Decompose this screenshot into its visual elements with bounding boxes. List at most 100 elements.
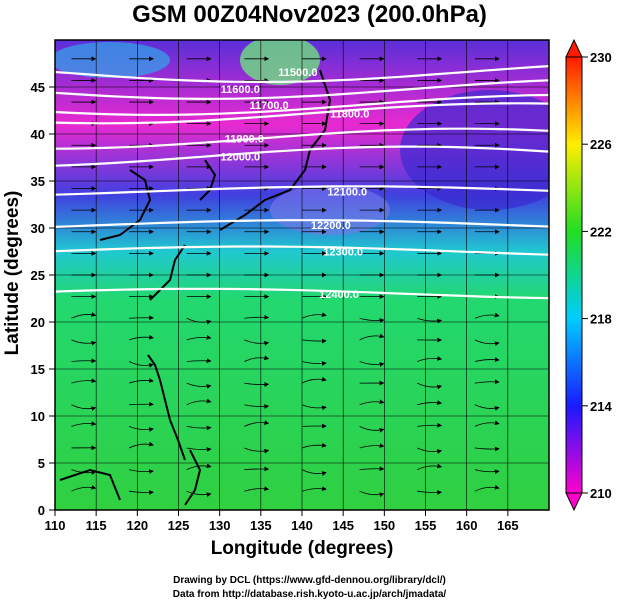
colorbar-tick-label: 218 <box>590 312 612 327</box>
streamline-arrow <box>128 334 154 341</box>
x-tick-label: 155 <box>415 518 437 533</box>
y-tick-label: 45 <box>31 80 45 95</box>
streamline-arrow <box>128 425 154 432</box>
streamline-arrow <box>417 490 443 495</box>
colorbar-tick-label: 230 <box>590 50 612 65</box>
x-tick-label: 165 <box>497 518 519 533</box>
streamline-arrow <box>71 358 97 364</box>
streamline-arrow <box>186 490 212 498</box>
streamline-arrow <box>186 425 212 431</box>
cold-pool-east <box>400 90 549 210</box>
contour-line <box>55 245 549 256</box>
streamline-arrow <box>301 312 327 319</box>
streamline-arrow <box>129 490 154 495</box>
x-axis-ticks: 110 115 120 125 130 135 140 145 150 155 160 165 <box>45 510 519 533</box>
contour-label: 12000.0 <box>220 152 260 164</box>
contour-label: 12200.0 <box>311 220 351 232</box>
y-axis-ticks: 0 5 10 15 20 25 30 35 40 45 <box>31 80 55 518</box>
contour-line <box>55 93 549 117</box>
x-tick-label: 110 <box>45 518 66 533</box>
y-axis-label: Latitude (degrees) <box>2 190 23 356</box>
streamline-arrow <box>474 312 500 319</box>
streamline-arrow <box>128 378 154 384</box>
contour-label: 11500.0 <box>278 67 317 79</box>
streamline-arrow <box>186 447 212 452</box>
map-title: GSM 00Z04Nov2023 (200.0hPa) <box>132 1 487 28</box>
coastline-mindanao <box>184 449 202 506</box>
colorbar-ramp <box>565 56 583 494</box>
streamline-arrow <box>244 382 270 387</box>
x-tick-label: 145 <box>332 518 354 533</box>
streamline-arrow <box>474 446 500 452</box>
streamline-arrow <box>359 399 385 406</box>
contour-label: 12400.0 <box>319 289 359 301</box>
y-tick-label: 25 <box>31 268 45 283</box>
streamline-arrow <box>244 420 270 427</box>
x-tick-label: 150 <box>373 518 395 533</box>
streamline-arrow <box>71 421 97 427</box>
contour-label: 11600.0 <box>221 84 260 96</box>
streamline-arrow <box>417 447 443 454</box>
streamline-arrow <box>186 382 212 389</box>
y-tick-label: 0 <box>38 503 45 518</box>
warm-patch-north <box>240 40 320 85</box>
x-tick-label: 135 <box>250 518 272 533</box>
contour-label: 11700.0 <box>249 100 288 112</box>
streamline-arrow <box>301 404 327 411</box>
x-tick-label: 160 <box>456 518 478 533</box>
streamline-arrow <box>359 361 385 367</box>
cool-patch-northwest <box>55 42 170 78</box>
contour-label: 12100.0 <box>327 186 367 198</box>
streamline-arrow <box>244 486 270 492</box>
streamline-arrow <box>474 357 500 362</box>
streamline-arrow <box>301 338 327 344</box>
y-tick-label: 10 <box>31 409 45 424</box>
streamline-arrow <box>128 361 154 368</box>
contour-line <box>55 145 549 167</box>
streamline-arrow <box>244 339 270 346</box>
streamline-arrow <box>474 469 500 475</box>
colorbar: 210 214 218 222 226 230 <box>565 38 612 512</box>
streamline-arrow <box>474 379 500 385</box>
coastline-japan <box>219 69 332 231</box>
colorbar-tick-label: 210 <box>590 486 612 501</box>
colorbar-max-triangle <box>565 38 583 58</box>
colorbar-tick-label: 222 <box>590 224 612 239</box>
contour-line <box>55 287 549 300</box>
contour-line <box>55 127 549 150</box>
contour-line <box>55 65 549 83</box>
streamline-arrow <box>359 317 385 323</box>
x-tick-label: 140 <box>291 518 313 533</box>
streamline-arrow <box>186 398 212 406</box>
streamline-arrow <box>359 443 385 449</box>
streamline-arrow <box>71 484 97 492</box>
colorbar-min-triangle <box>565 492 583 512</box>
x-axis-label: Longitude (degrees) <box>210 538 394 559</box>
coastline-borneo <box>59 468 121 501</box>
streamline-arrow <box>301 486 327 492</box>
contour-line <box>55 102 549 125</box>
x-tick-label: 130 <box>209 518 231 533</box>
y-tick-label: 5 <box>38 456 45 471</box>
coastline-china-east <box>99 169 152 241</box>
streamline-arrow <box>186 358 212 364</box>
streamline-arrow <box>71 312 97 319</box>
streamline-arrow <box>244 314 270 320</box>
coastline-china-taiwan <box>149 244 186 301</box>
streamline-arrow <box>359 425 385 433</box>
streamline-arrow <box>474 484 500 492</box>
x-tick-label: 120 <box>126 518 148 533</box>
streamline-arrow <box>417 382 443 390</box>
streamline-arrow <box>129 469 154 474</box>
streamline-arrow <box>244 355 270 362</box>
y-tick-label: 20 <box>31 315 45 330</box>
streamline-arrow <box>474 420 500 427</box>
height-contours: 11500.0 11600.0 11700.0 11800.0 11900.0 12000… <box>55 65 549 301</box>
streamline-arrow <box>301 376 327 384</box>
streamline-arrow <box>71 378 97 384</box>
streamline-arrow <box>71 404 97 412</box>
colorbar-ticks: 210 214 218 222 226 230 <box>582 50 612 501</box>
y-tick-label: 15 <box>31 362 45 377</box>
streamline-arrow <box>186 335 212 341</box>
